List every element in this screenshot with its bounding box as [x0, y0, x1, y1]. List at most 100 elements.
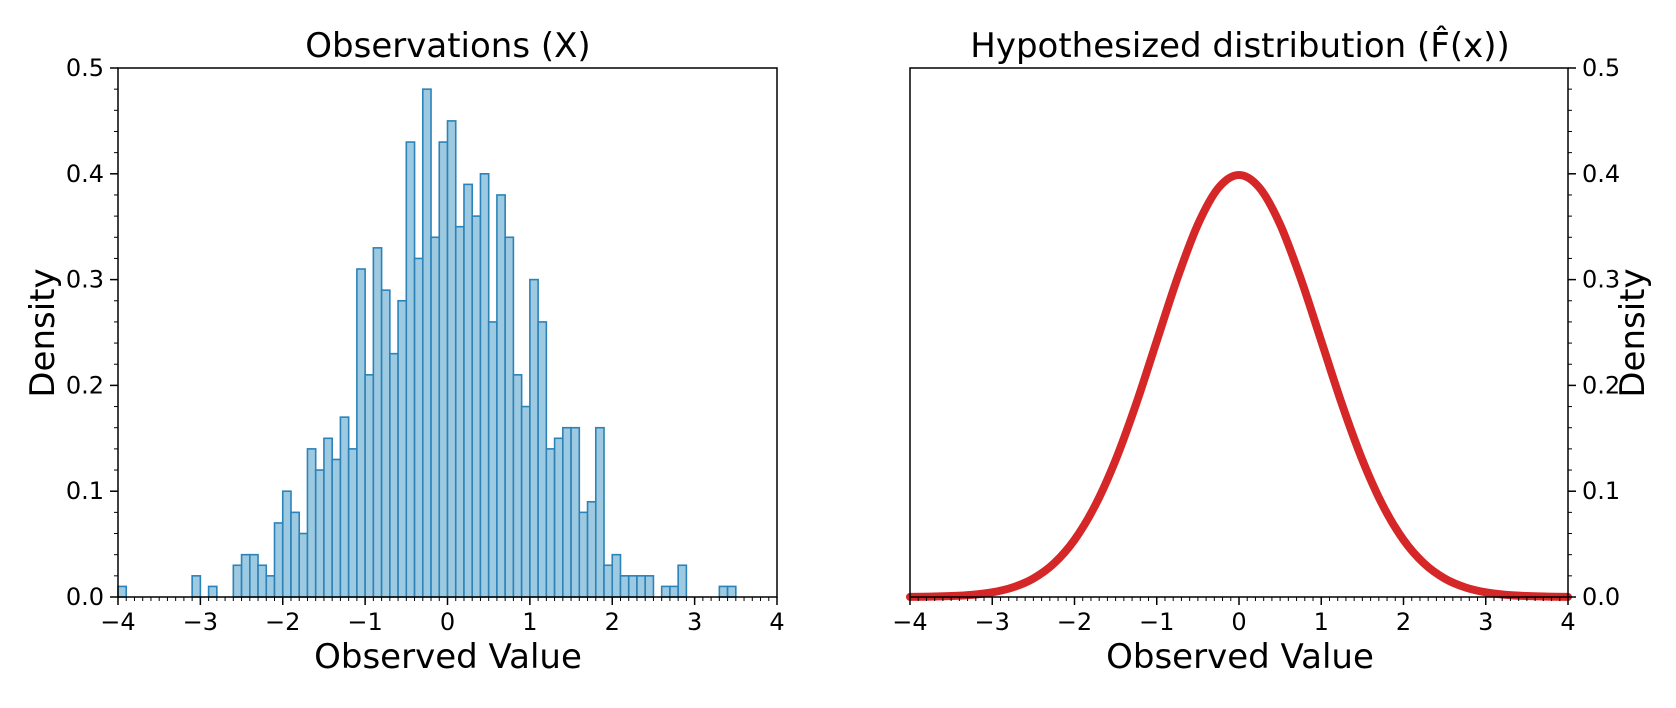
- x-tick-label: −1: [1139, 608, 1174, 636]
- histogram-bar: [677, 564, 688, 598]
- x-tick-label: −4: [100, 608, 135, 636]
- x-tick-label: −2: [1057, 608, 1092, 636]
- histogram-bar: [529, 278, 539, 598]
- x-tick-label: 0: [1231, 608, 1246, 636]
- histogram-axes: −4 −3 −2 −1 0 1 2 3 4 0.0 0.1 0.2 0.3 0.4 0.5: [66, 54, 785, 636]
- histogram-bar: [553, 437, 564, 598]
- histogram-bar: [512, 374, 523, 598]
- histogram-bar: [504, 236, 515, 598]
- histogram-bar: [594, 426, 605, 598]
- density-axes: −4 −3 −2 −1 0 1 2 3 40.0 0.1 0.2 0.3 0.4 0.5: [892, 54, 1620, 636]
- y-tick-label: 0.2: [1582, 371, 1620, 399]
- histogram-xlabel: Observed Value: [314, 637, 582, 677]
- x-tick-label: 0: [440, 608, 455, 636]
- y-tick-label: 0.4: [66, 160, 104, 188]
- x-tick-label: −3: [183, 608, 218, 636]
- y-tick-label: 0.1: [66, 477, 104, 505]
- histogram-bar: [619, 575, 630, 598]
- y-tick-label: 0.5: [66, 54, 104, 82]
- histogram-bar: [537, 321, 548, 598]
- histogram-bar: [372, 247, 383, 598]
- histogram-bar: [520, 405, 531, 598]
- histogram-bar: [627, 575, 638, 598]
- histogram-bar: [232, 564, 243, 598]
- histogram-bar: [405, 141, 416, 598]
- x-tick-label: 2: [605, 608, 620, 636]
- x-tick-label: 2: [1396, 608, 1411, 636]
- histogram-bar: [249, 553, 259, 598]
- histogram-bar: [257, 564, 268, 598]
- histogram-bar: [611, 553, 622, 598]
- histogram-bar: [117, 585, 128, 598]
- y-tick-label: 0.3: [1582, 266, 1620, 294]
- x-tick-label: 1: [1314, 608, 1329, 636]
- histogram-bar: [438, 141, 449, 598]
- histogram-title: Observations (X): [305, 26, 590, 66]
- x-tick-label: 3: [687, 608, 702, 636]
- y-tick-label: 0.2: [66, 371, 104, 399]
- histogram-bar: [314, 469, 325, 598]
- histogram-bar: [479, 173, 490, 598]
- histogram-bar: [487, 321, 498, 598]
- density-panel: Hypothesized distribution (F̂(x)) −4 −3 −2…: [892, 25, 1653, 677]
- density-xlabel: Observed Value: [1106, 637, 1374, 677]
- histogram-bar: [726, 585, 737, 598]
- x-tick-label: −3: [975, 608, 1010, 636]
- x-tick-label: 1: [522, 608, 537, 636]
- histogram-bar: [298, 532, 309, 598]
- histogram-panel: Observations (X) −4 −3 −2 −1 0 1 2 3 4 0.0 0.1 0.2 0…: [23, 26, 785, 677]
- histogram-bar: [207, 585, 218, 598]
- histogram-frame: [117, 67, 778, 598]
- histogram-bar: [586, 500, 597, 598]
- histogram-bar: [603, 564, 614, 598]
- x-tick-label: −4: [892, 608, 927, 636]
- y-tick-label: 0.5: [1582, 54, 1620, 82]
- histogram-bar: [669, 585, 679, 598]
- histogram-bars: [117, 88, 737, 598]
- histogram-bar: [463, 183, 474, 598]
- x-tick-label: 4: [1560, 608, 1575, 636]
- histogram-bar: [356, 268, 366, 598]
- histogram-bar: [397, 299, 408, 598]
- histogram-bar: [265, 575, 276, 598]
- histogram-bar: [347, 448, 358, 598]
- histogram-bar: [323, 437, 333, 598]
- histogram-bar: [660, 585, 671, 598]
- histogram-bar: [496, 194, 506, 598]
- histogram-ylabel: Density: [23, 268, 63, 397]
- histogram-bar: [644, 575, 655, 598]
- y-tick-label: 0.4: [1582, 160, 1620, 188]
- histogram-bar: [471, 215, 482, 598]
- histogram-bar: [389, 352, 399, 598]
- histogram-bar: [240, 553, 251, 598]
- histogram-bar: [718, 585, 729, 598]
- density-curve: [906, 170, 1572, 601]
- histogram-bar: [570, 426, 581, 598]
- histogram-bar: [273, 522, 284, 598]
- y-tick-label: 0.1: [1582, 477, 1620, 505]
- histogram-bar: [306, 448, 317, 598]
- density-ylabel: Density: [1613, 268, 1653, 397]
- histogram-bar: [364, 374, 375, 598]
- histogram-bar: [562, 426, 572, 598]
- histogram-bar: [578, 511, 589, 598]
- histogram-bar: [281, 490, 292, 598]
- y-tick-label: 0.3: [66, 266, 104, 294]
- histogram-bar: [545, 448, 556, 598]
- y-tick-label: 0.0: [1582, 583, 1620, 611]
- histogram-bar: [454, 225, 465, 598]
- histogram-bar: [290, 511, 301, 598]
- x-tick-label: 4: [769, 608, 784, 636]
- histogram-bar: [331, 458, 342, 598]
- x-tick-label: −2: [265, 608, 300, 636]
- density-frame: [909, 67, 1569, 598]
- histogram-bar: [636, 575, 647, 598]
- histogram-bar: [380, 289, 391, 598]
- histogram-bar: [430, 236, 441, 598]
- x-tick-label: −1: [347, 608, 382, 636]
- x-tick-label: 3: [1478, 608, 1493, 636]
- histogram-bar: [191, 575, 202, 598]
- y-tick-label: 0.0: [66, 583, 104, 611]
- histogram-bar: [413, 257, 424, 598]
